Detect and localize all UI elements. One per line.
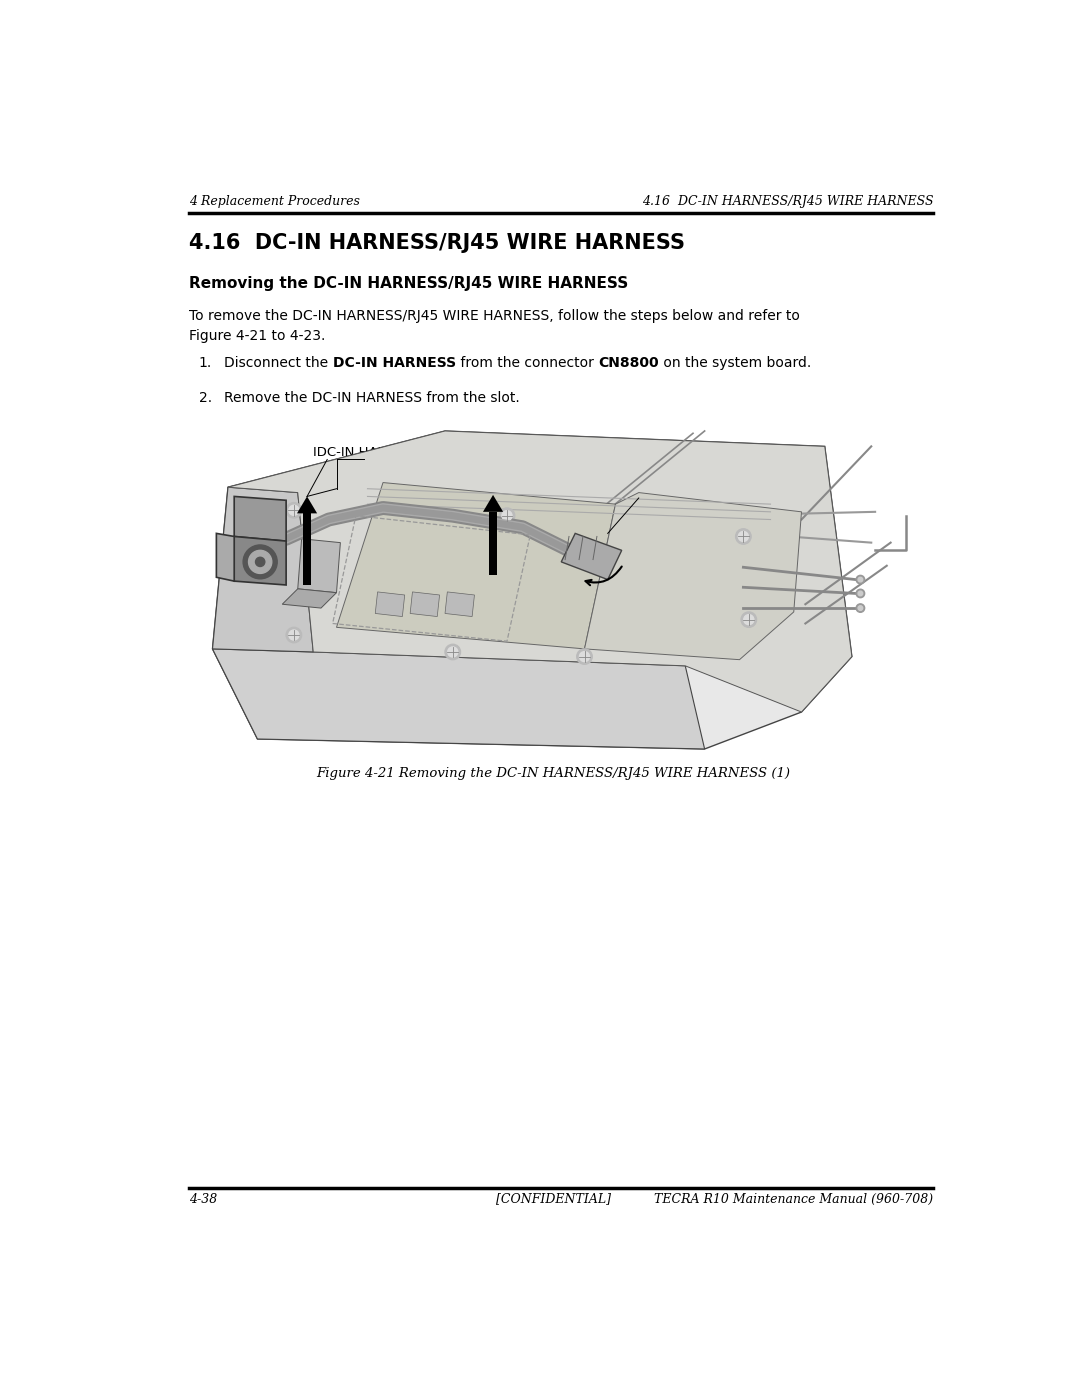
Polygon shape bbox=[213, 432, 852, 749]
Text: TECRA R10 Maintenance Manual (960-708): TECRA R10 Maintenance Manual (960-708) bbox=[654, 1193, 933, 1206]
Circle shape bbox=[448, 647, 458, 657]
Polygon shape bbox=[483, 495, 503, 511]
Circle shape bbox=[859, 577, 863, 583]
Text: 2.: 2. bbox=[199, 391, 212, 405]
Polygon shape bbox=[410, 592, 440, 616]
Circle shape bbox=[739, 531, 748, 542]
Circle shape bbox=[248, 550, 272, 573]
Circle shape bbox=[577, 648, 592, 665]
Circle shape bbox=[288, 630, 299, 640]
Circle shape bbox=[288, 506, 299, 515]
Polygon shape bbox=[562, 534, 622, 580]
Text: DC-IN HARNESS: DC-IN HARNESS bbox=[333, 356, 456, 370]
Polygon shape bbox=[375, 592, 405, 616]
Polygon shape bbox=[445, 592, 474, 616]
Text: Disconnect the: Disconnect the bbox=[225, 356, 333, 370]
Text: Remove the DC-IN HARNESS from the slot.: Remove the DC-IN HARNESS from the slot. bbox=[225, 391, 519, 405]
Circle shape bbox=[859, 591, 863, 595]
Text: Figure 4-21 Removing the DC-IN HARNESS/RJ45 WIRE HARNESS (1): Figure 4-21 Removing the DC-IN HARNESS/R… bbox=[316, 767, 791, 781]
Circle shape bbox=[580, 651, 590, 662]
Polygon shape bbox=[282, 588, 337, 608]
Circle shape bbox=[735, 529, 751, 545]
Circle shape bbox=[741, 612, 757, 627]
Polygon shape bbox=[213, 648, 704, 749]
Circle shape bbox=[859, 606, 863, 610]
Polygon shape bbox=[337, 482, 616, 648]
Bar bbox=[489, 511, 497, 576]
Circle shape bbox=[744, 615, 754, 624]
Text: on the system board.: on the system board. bbox=[659, 356, 811, 370]
Text: 4.16  DC-IN HARNESS/RJ45 WIRE HARNESS: 4.16 DC-IN HARNESS/RJ45 WIRE HARNESS bbox=[642, 196, 933, 208]
Polygon shape bbox=[297, 496, 318, 513]
Polygon shape bbox=[584, 493, 801, 659]
Polygon shape bbox=[228, 432, 852, 712]
Text: 4.16  DC-IN HARNESS/RJ45 WIRE HARNESS: 4.16 DC-IN HARNESS/RJ45 WIRE HARNESS bbox=[189, 233, 685, 253]
Text: 1.: 1. bbox=[199, 356, 212, 370]
Circle shape bbox=[286, 503, 301, 518]
Polygon shape bbox=[234, 536, 286, 585]
Circle shape bbox=[499, 509, 515, 524]
Polygon shape bbox=[298, 539, 340, 592]
Polygon shape bbox=[213, 488, 313, 652]
Circle shape bbox=[286, 627, 301, 643]
Circle shape bbox=[445, 644, 460, 659]
Circle shape bbox=[256, 557, 265, 567]
Text: IDC-IN HARNESS: IDC-IN HARNESS bbox=[313, 447, 422, 460]
Text: To remove the DC-IN HARNESS/RJ45 WIRE HARNESS, follow the steps below and refer : To remove the DC-IN HARNESS/RJ45 WIRE HA… bbox=[189, 309, 800, 342]
Polygon shape bbox=[216, 534, 234, 581]
Text: Removing the DC-IN HARNESS/RJ45 WIRE HARNESS: Removing the DC-IN HARNESS/RJ45 WIRE HAR… bbox=[189, 277, 629, 291]
Text: from the connector: from the connector bbox=[456, 356, 598, 370]
Bar bbox=[302, 513, 311, 585]
Text: CN8800: CN8800 bbox=[598, 356, 659, 370]
Text: 4-38: 4-38 bbox=[189, 1193, 217, 1206]
Polygon shape bbox=[234, 496, 286, 541]
Text: 4 Replacement Procedures: 4 Replacement Procedures bbox=[189, 196, 360, 208]
Circle shape bbox=[502, 511, 512, 521]
Text: [CONFIDENTIAL]: [CONFIDENTIAL] bbox=[496, 1193, 611, 1206]
Circle shape bbox=[856, 576, 865, 584]
Circle shape bbox=[856, 604, 865, 612]
Circle shape bbox=[856, 590, 865, 598]
Circle shape bbox=[243, 545, 278, 578]
Text: CN8800: CN8800 bbox=[638, 482, 691, 495]
